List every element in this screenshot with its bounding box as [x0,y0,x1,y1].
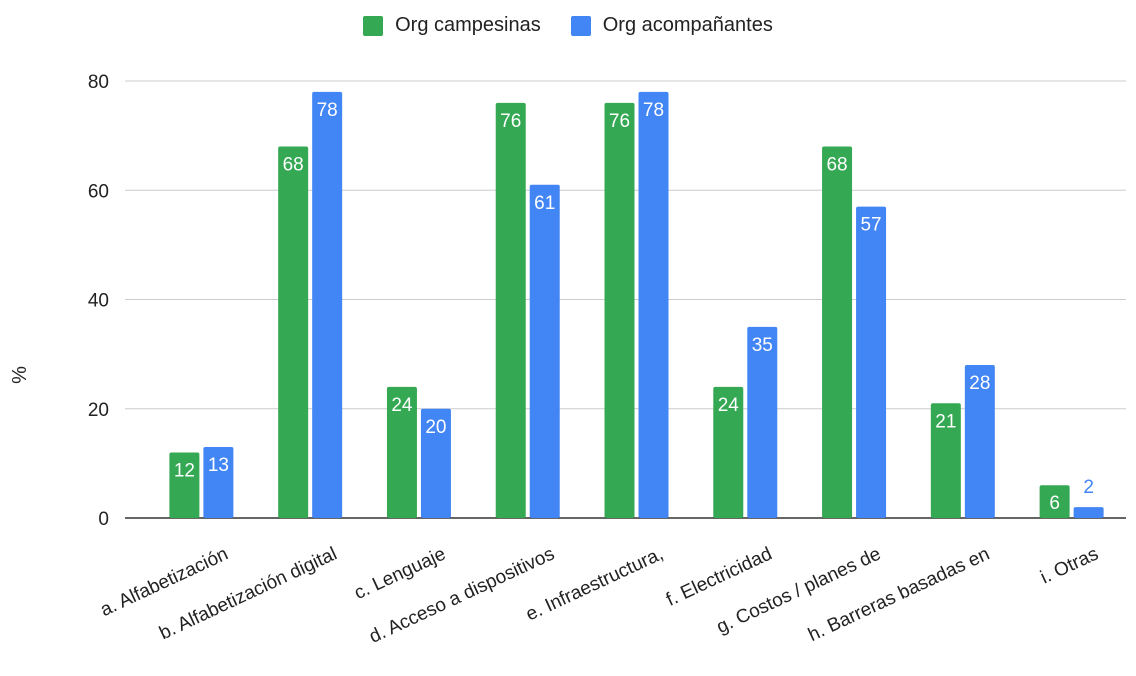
legend-swatch-org-campesinas [363,15,384,36]
data-label: 13 [208,455,229,476]
bar-org-acompanantes[interactable] [312,91,343,519]
x-category-label: c. Lenguaje [351,543,449,604]
y-tick-label: 40 [88,291,109,312]
x-category-label: i. Otras [1037,543,1101,588]
data-label: 6 [1049,493,1060,514]
legend-label-org-acompanantes: Org acompañantes [602,14,773,36]
bar-org-campesinas[interactable] [1039,485,1070,518]
data-label: 35 [752,335,773,356]
bar-org-acompanantes[interactable] [964,365,995,518]
data-label: 24 [391,395,413,416]
y-tick-label: 20 [88,400,109,421]
data-label: 78 [317,100,338,121]
y-tick-label: 0 [98,509,109,530]
data-label: 28 [969,373,990,394]
bars [169,91,1104,519]
bar-org-campesinas[interactable] [386,386,417,518]
bar-org-acompanantes[interactable] [856,206,887,518]
data-label: 61 [534,193,555,214]
bar-org-campesinas[interactable] [278,146,309,519]
bar-org-acompanantes[interactable] [1073,507,1104,518]
x-category-label: d. Acceso a dispositivos [366,543,558,647]
bar-org-campesinas[interactable] [495,102,526,518]
chart-legend: Org campesinas Org acompañantes [0,14,1136,37]
bar-org-campesinas[interactable] [604,102,635,518]
bar-org-campesinas[interactable] [930,403,961,518]
x-category-label: b. Alfabetización digital [156,543,340,644]
data-label: 12 [174,460,195,481]
legend-swatch-org-acompanantes [570,15,591,36]
data-labels: 12 13 68 78 24 20 76 61 76 78 24 35 68 57 21 28 6 2 [174,100,1094,514]
bar-org-acompanantes[interactable] [747,326,778,518]
legend-label-org-campesinas: Org campesinas [395,14,541,36]
data-label: 57 [860,215,881,236]
data-label: 68 [283,155,304,176]
y-axis-ticks: 0 20 40 60 80 [88,72,109,530]
data-label: 78 [643,100,664,121]
x-category-label: h. Barreras basadas en [805,543,993,646]
data-label: 24 [718,395,740,416]
bar-org-acompanantes[interactable] [638,91,669,519]
data-label: 76 [500,111,521,132]
bar-org-campesinas[interactable] [169,452,200,518]
y-tick-label: 80 [88,72,109,93]
y-axis-label: % [9,366,31,384]
data-label: 2 [1083,477,1094,498]
data-label: 76 [609,111,630,132]
legend-item-org-campesinas[interactable]: Org campesinas [363,14,541,37]
y-tick-label: 60 [88,181,109,202]
bar-org-campesinas[interactable] [713,386,744,518]
data-label: 68 [826,155,847,176]
bar-org-acompanantes[interactable] [420,408,451,518]
data-label: 21 [935,411,956,432]
legend-item-org-acompanantes[interactable]: Org acompañantes [570,14,773,37]
bar-org-campesinas[interactable] [822,146,853,519]
bar-org-acompanantes[interactable] [529,184,560,518]
data-label: 20 [425,417,446,438]
bar-org-acompanantes[interactable] [203,446,234,518]
